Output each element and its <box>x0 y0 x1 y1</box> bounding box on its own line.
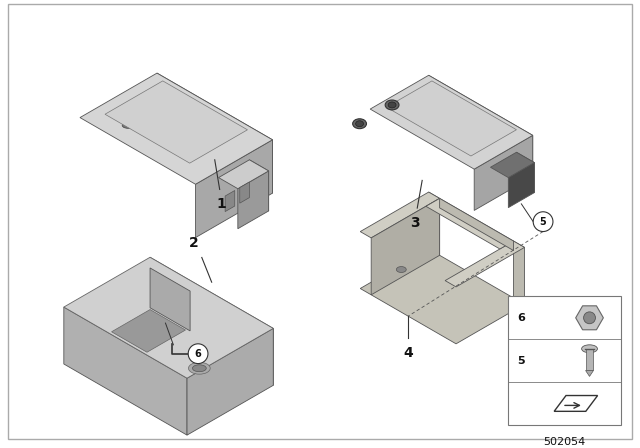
Polygon shape <box>150 257 273 385</box>
Polygon shape <box>360 249 525 344</box>
Polygon shape <box>513 241 525 304</box>
Polygon shape <box>88 299 110 311</box>
Polygon shape <box>111 109 145 129</box>
Polygon shape <box>238 171 269 229</box>
Ellipse shape <box>396 267 406 272</box>
Polygon shape <box>64 307 187 435</box>
Polygon shape <box>474 135 532 211</box>
Polygon shape <box>429 192 440 255</box>
Text: 5: 5 <box>518 356 525 366</box>
Polygon shape <box>64 257 273 378</box>
Polygon shape <box>187 328 273 435</box>
Polygon shape <box>80 73 273 184</box>
Polygon shape <box>429 75 532 177</box>
Polygon shape <box>99 299 110 327</box>
Ellipse shape <box>385 100 399 110</box>
Polygon shape <box>157 73 273 193</box>
Ellipse shape <box>122 122 134 128</box>
Polygon shape <box>586 370 593 376</box>
Polygon shape <box>371 198 440 295</box>
Polygon shape <box>225 190 235 211</box>
Polygon shape <box>426 198 513 249</box>
Polygon shape <box>240 182 250 203</box>
Ellipse shape <box>193 365 206 372</box>
Polygon shape <box>490 152 534 177</box>
Polygon shape <box>387 81 516 156</box>
Polygon shape <box>250 160 269 211</box>
Text: 1: 1 <box>217 198 227 211</box>
Polygon shape <box>105 81 248 163</box>
Ellipse shape <box>582 345 597 353</box>
Circle shape <box>188 344 208 364</box>
Text: 4: 4 <box>403 346 413 360</box>
Polygon shape <box>508 163 534 207</box>
Polygon shape <box>554 396 598 411</box>
Polygon shape <box>360 192 440 238</box>
Polygon shape <box>126 109 145 133</box>
Ellipse shape <box>353 119 367 129</box>
Circle shape <box>584 312 595 324</box>
Bar <box>508 297 621 425</box>
Text: 6: 6 <box>195 349 202 359</box>
Polygon shape <box>111 310 186 352</box>
Polygon shape <box>445 241 525 287</box>
Polygon shape <box>516 152 534 193</box>
Polygon shape <box>113 285 134 297</box>
Text: 2: 2 <box>189 236 199 250</box>
Text: 3: 3 <box>410 216 420 230</box>
Polygon shape <box>195 140 273 237</box>
Ellipse shape <box>189 362 210 374</box>
Polygon shape <box>124 285 134 312</box>
Polygon shape <box>219 160 269 189</box>
Text: 5: 5 <box>540 217 547 227</box>
Polygon shape <box>79 266 258 369</box>
Text: 502054: 502054 <box>543 437 586 447</box>
Bar <box>586 349 593 370</box>
Polygon shape <box>370 75 532 169</box>
Ellipse shape <box>356 121 364 127</box>
Polygon shape <box>440 198 513 250</box>
Ellipse shape <box>388 102 396 108</box>
Circle shape <box>533 212 553 232</box>
Text: 6: 6 <box>518 313 525 323</box>
Polygon shape <box>150 268 190 331</box>
